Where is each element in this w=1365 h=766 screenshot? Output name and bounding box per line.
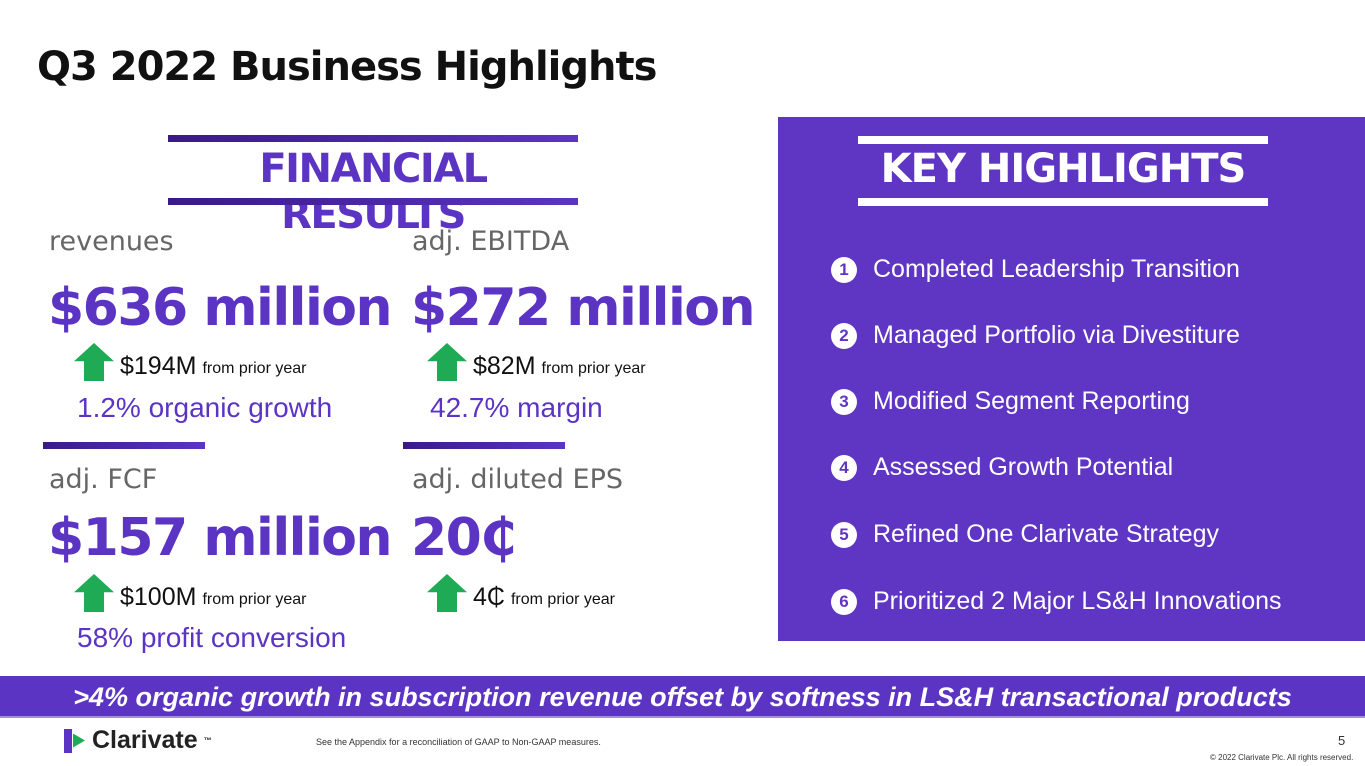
highlight-text: Modified Segment Reporting: [873, 387, 1190, 415]
metric-label: adj. EBITDA: [412, 226, 570, 257]
divider: [858, 136, 1268, 144]
highlight-text: Completed Leadership Transition: [873, 255, 1240, 283]
change-suffix: from prior year: [202, 591, 307, 608]
change-value: $100M: [120, 583, 197, 611]
metric-value: $636 million: [48, 278, 393, 338]
number-badge: 3: [831, 388, 857, 415]
highlight-item: 2 Managed Portfolio via Divestiture: [831, 321, 1240, 350]
change-suffix: from prior year: [202, 360, 307, 377]
metric-sub: 1.2% organic growth: [77, 392, 333, 423]
highlight-item: 5 Refined One Clarivate Strategy: [831, 520, 1219, 549]
page-number: 5: [1338, 733, 1346, 748]
up-arrow-icon: [74, 574, 114, 612]
divider: [403, 442, 565, 449]
number-badge: 6: [831, 588, 857, 615]
change-value: $82M: [473, 352, 536, 380]
highlight-text: Managed Portfolio via Divestiture: [873, 321, 1240, 349]
change-value: $194M: [120, 352, 197, 380]
metric-change: $100M from prior year: [74, 574, 306, 612]
number-badge: 5: [831, 521, 857, 548]
metric-label: adj. diluted EPS: [412, 464, 624, 495]
highlight-text: Assessed Growth Potential: [873, 453, 1174, 481]
highlight-text: Refined One Clarivate Strategy: [873, 520, 1220, 548]
clarivate-logo: Clarivate ™: [64, 726, 212, 755]
number-badge: 4: [831, 454, 857, 481]
metric-value: $272 million: [411, 278, 756, 338]
metric-change: $82M from prior year: [427, 343, 646, 381]
divider: [168, 135, 578, 142]
metric-sub: 58% profit conversion: [77, 622, 347, 653]
metric-change: 4₵ from prior year: [427, 574, 615, 612]
summary-banner: >4% organic growth in subscription reven…: [0, 676, 1365, 718]
metric-label: adj. FCF: [49, 464, 158, 495]
metric-value: $157 million: [48, 508, 393, 568]
number-badge: 2: [831, 322, 857, 349]
highlight-item: 4 Assessed Growth Potential: [831, 453, 1173, 482]
up-arrow-icon: [427, 343, 467, 381]
highlight-item: 1 Completed Leadership Transition: [831, 255, 1240, 284]
logo-text: Clarivate: [92, 726, 198, 754]
clarivate-logo-icon: [64, 728, 86, 753]
metric-label: revenues: [49, 226, 174, 257]
trademark: ™: [203, 736, 212, 745]
up-arrow-icon: [74, 343, 114, 381]
up-arrow-icon: [427, 574, 467, 612]
metric-sub: 42.7% margin: [430, 392, 603, 423]
number-badge: 1: [831, 256, 857, 283]
footnote: See the Appendix for a reconciliation of…: [316, 737, 601, 747]
divider: [168, 198, 578, 205]
key-highlights-panel: [778, 117, 1365, 641]
page-title: Q3 2022 Business Highlights: [37, 44, 657, 90]
change-suffix: from prior year: [541, 360, 646, 377]
highlight-item: 3 Modified Segment Reporting: [831, 387, 1190, 416]
change-value: 4₵: [473, 583, 505, 611]
divider: [858, 198, 1268, 206]
highlight-item: 6 Prioritized 2 Major LS&H Innovations: [831, 587, 1282, 616]
change-suffix: from prior year: [510, 591, 615, 608]
copyright: © 2022 Clarivate Plc. All rights reserve…: [1210, 753, 1354, 762]
highlight-text: Prioritized 2 Major LS&H Innovations: [873, 587, 1282, 615]
metric-change: $194M from prior year: [74, 343, 306, 381]
divider: [43, 442, 205, 449]
key-highlights-heading: KEY HIGHLIGHTS: [880, 146, 1247, 192]
financial-results-heading: FINANCIAL RESULTS: [259, 146, 488, 238]
metric-value: 20₵: [411, 508, 517, 568]
